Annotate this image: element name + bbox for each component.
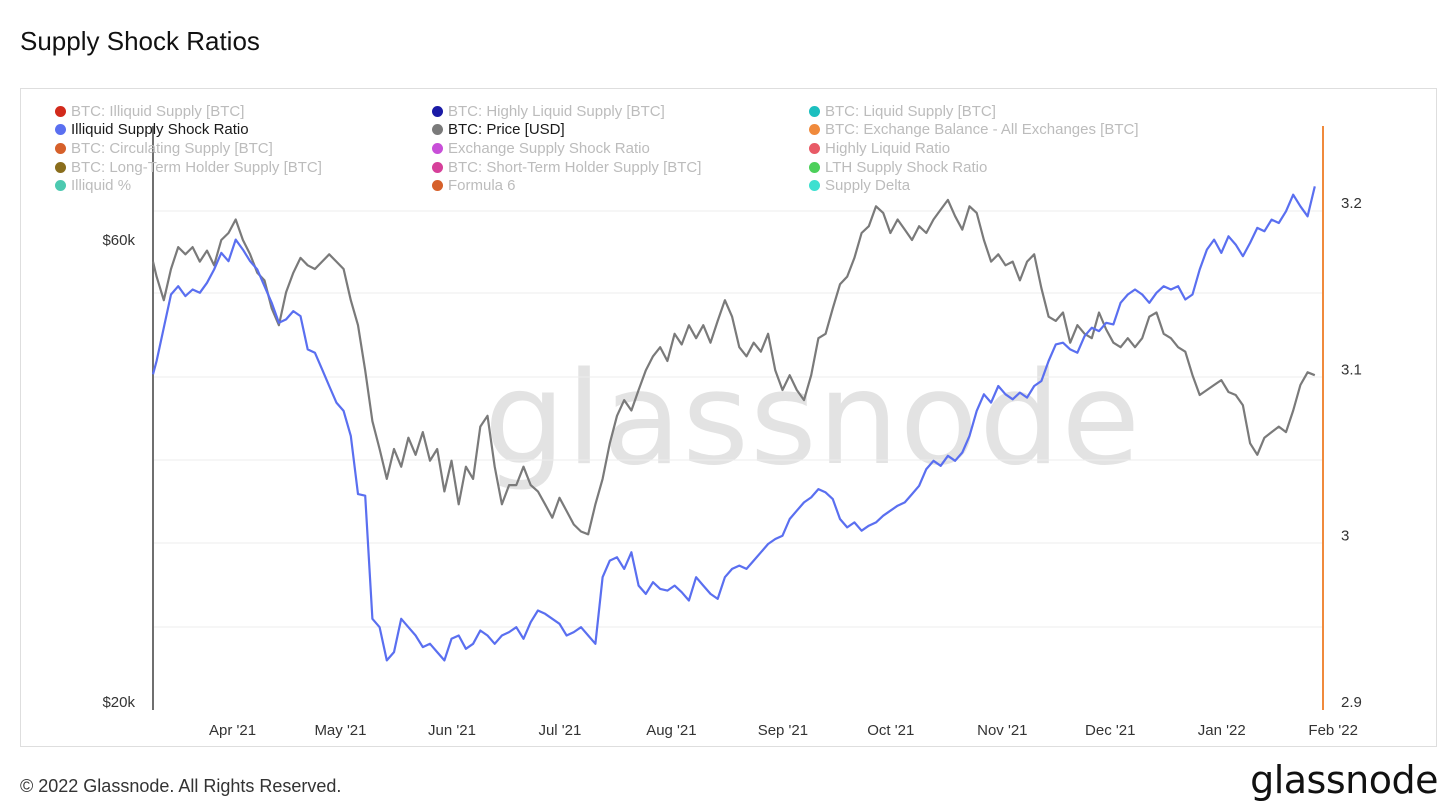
chart-legend: BTC: Illiquid Supply [BTC] BTC: Highly Li… [55, 102, 1195, 195]
left-axis-tick-label: $60k [102, 232, 135, 249]
legend-dot-icon [55, 142, 66, 154]
x-axis-tick-label: Nov '21 [977, 722, 1027, 739]
legend-label: Formula 6 [448, 177, 516, 195]
left-axis-tick-label: $20k [102, 694, 135, 711]
chart-panel [20, 88, 1437, 747]
legend-dot-icon [809, 105, 820, 117]
legend-label: BTC: Circulating Supply [BTC] [71, 139, 273, 157]
copyright-footer: © 2022 Glassnode. All Rights Reserved. [20, 776, 342, 796]
x-axis-tick-label: Oct '21 [867, 722, 914, 739]
legend-item[interactable]: Illiquid Supply Shock Ratio [55, 121, 432, 140]
legend-label: BTC: Highly Liquid Supply [BTC] [448, 102, 665, 120]
legend-item[interactable]: BTC: Exchange Balance - All Exchanges [B… [809, 121, 1189, 140]
legend-item[interactable]: Exchange Supply Shock Ratio [432, 139, 809, 158]
x-axis-tick-label: Jan '22 [1198, 722, 1246, 739]
legend-dot-icon [432, 105, 443, 117]
legend-dot-icon [432, 161, 443, 173]
right-axis-tick-label: 3.1 [1341, 361, 1362, 378]
legend-item[interactable]: BTC: Highly Liquid Supply [BTC] [432, 102, 809, 121]
legend-label: BTC: Illiquid Supply [BTC] [71, 102, 245, 120]
legend-label: BTC: Exchange Balance - All Exchanges [B… [825, 121, 1139, 139]
legend-label: Supply Delta [825, 177, 911, 195]
x-axis-tick-label: Jun '21 [428, 722, 476, 739]
legend-item[interactable]: BTC: Short-Term Holder Supply [BTC] [432, 158, 809, 177]
legend-label: BTC: Short-Term Holder Supply [BTC] [448, 158, 702, 176]
legend-label: Highly Liquid Ratio [825, 139, 951, 157]
legend-item[interactable]: Illiquid % [55, 176, 432, 195]
legend-item[interactable]: Formula 6 [432, 176, 809, 195]
legend-label: Illiquid % [71, 177, 132, 195]
illiquid-supply-shock-ratio-line [151, 186, 1316, 662]
right-axis-tick-label: 3 [1341, 528, 1349, 545]
legend-dot-icon [809, 124, 820, 136]
legend-dot-icon [809, 161, 820, 173]
x-axis-tick-label: Jul '21 [538, 722, 581, 739]
legend-label: LTH Supply Shock Ratio [825, 158, 988, 176]
x-axis-tick-label: May '21 [314, 722, 366, 739]
right-axis-tick-label: 2.9 [1341, 694, 1362, 711]
legend-dot-icon [55, 105, 66, 117]
legend-dot-icon [432, 142, 443, 154]
legend-item[interactable]: BTC: Liquid Supply [BTC] [809, 102, 1189, 121]
brand-logo[interactable]: glassnode [1250, 758, 1438, 802]
legend-item[interactable]: BTC: Circulating Supply [BTC] [55, 139, 432, 158]
legend-dot-icon [55, 161, 66, 173]
legend-item[interactable]: BTC: Illiquid Supply [BTC] [55, 102, 432, 121]
legend-dot-icon [809, 180, 820, 192]
legend-item[interactable]: LTH Supply Shock Ratio [809, 158, 1189, 177]
legend-dot-icon [809, 142, 820, 154]
x-axis-tick-label: Feb '22 [1308, 722, 1358, 739]
legend-label: BTC: Liquid Supply [BTC] [825, 102, 996, 120]
legend-dot-icon [432, 124, 443, 136]
x-axis-tick-label: Aug '21 [646, 722, 696, 739]
legend-label: BTC: Long-Term Holder Supply [BTC] [71, 158, 322, 176]
legend-dot-icon [55, 124, 66, 136]
legend-dot-icon [55, 180, 66, 192]
price-series-line [151, 198, 1316, 536]
legend-dot-icon [432, 180, 443, 192]
legend-item[interactable]: Highly Liquid Ratio [809, 139, 1189, 158]
legend-label: Illiquid Supply Shock Ratio [71, 121, 249, 139]
x-axis-tick-label: Apr '21 [209, 722, 256, 739]
chart-title: Supply Shock Ratios [20, 26, 260, 56]
x-axis-tick-label: Dec '21 [1085, 722, 1135, 739]
x-axis-tick-label: Sep '21 [758, 722, 808, 739]
legend-item[interactable]: BTC: Long-Term Holder Supply [BTC] [55, 158, 432, 177]
legend-item[interactable]: Supply Delta [809, 176, 1189, 195]
legend-item[interactable]: BTC: Price [USD] [432, 121, 809, 140]
legend-label: Exchange Supply Shock Ratio [448, 139, 650, 157]
right-axis-tick-label: 3.2 [1341, 195, 1362, 212]
legend-label: BTC: Price [USD] [448, 121, 565, 139]
